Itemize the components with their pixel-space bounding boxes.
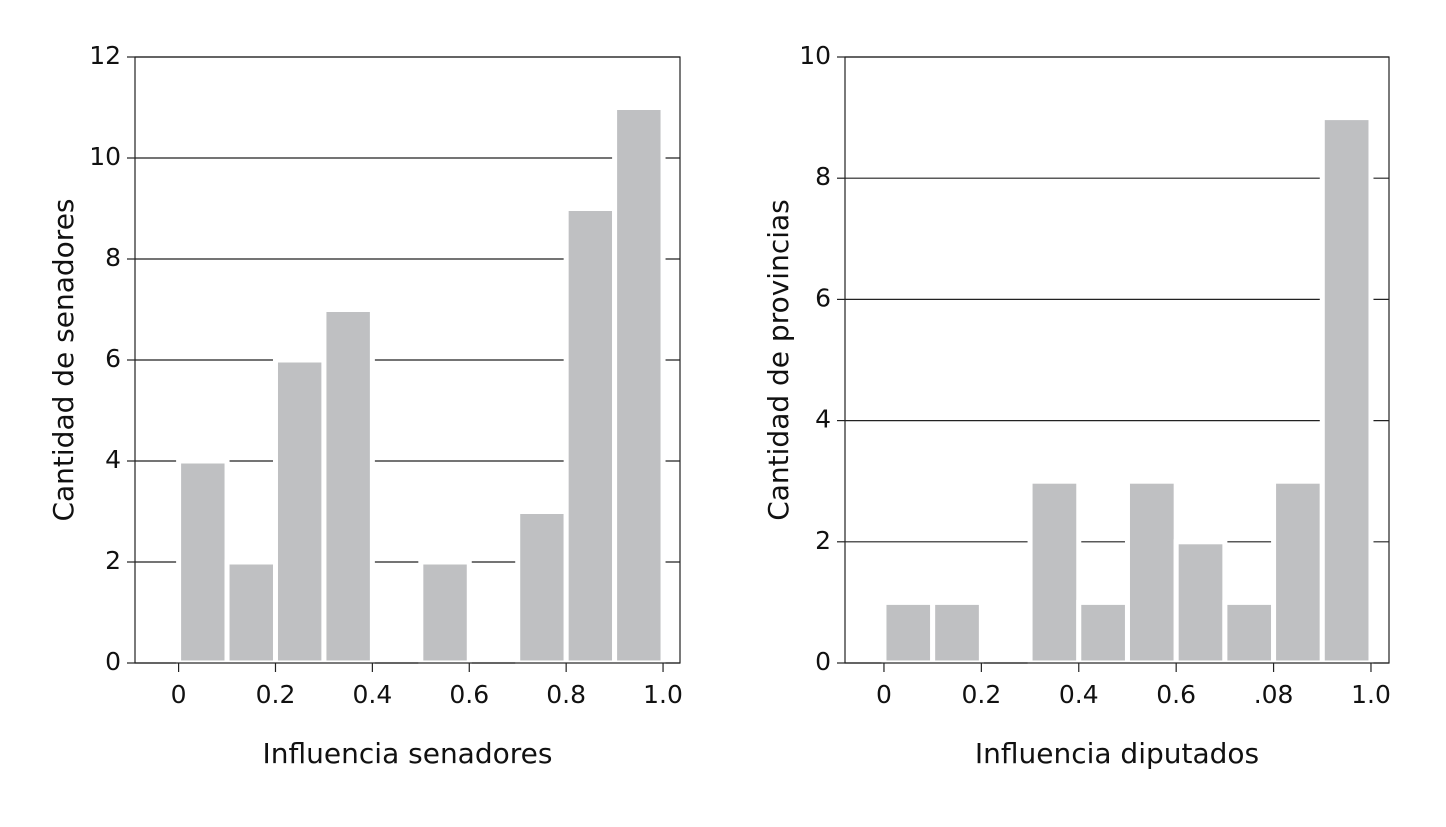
y-tick-label: 10 xyxy=(799,41,831,70)
x-tick-label: 0.4 xyxy=(352,680,392,709)
bar xyxy=(1124,478,1179,666)
x-tick-label: 0.6 xyxy=(449,680,489,709)
x-tick-label: 0.2 xyxy=(256,680,296,709)
y-tick-label: 6 xyxy=(105,344,121,373)
x-tick-label: 0.2 xyxy=(961,680,1001,709)
x-tick-label: 0.6 xyxy=(1156,680,1196,709)
bar xyxy=(1173,539,1228,666)
y-tick-label: 2 xyxy=(105,546,121,575)
plot-frame xyxy=(134,56,681,664)
bar xyxy=(224,559,278,666)
bar xyxy=(1271,478,1325,666)
bar xyxy=(563,206,618,666)
x-tick-label: .08 xyxy=(1254,680,1294,709)
x-tick-label: 0 xyxy=(876,680,892,709)
bar xyxy=(321,307,375,666)
y-tick-label: 4 xyxy=(815,405,831,434)
bar xyxy=(515,509,569,666)
bar xyxy=(1319,115,1374,666)
x-axis-label: Influencia senadores xyxy=(263,737,553,770)
y-tick-label: 0 xyxy=(815,647,831,676)
y-axis-label: Cantidad de senadores xyxy=(47,198,80,521)
x-axis-label: Influencia diputados xyxy=(975,737,1259,770)
x-tick-label: 1.0 xyxy=(1351,680,1391,709)
y-tick-label: 8 xyxy=(105,243,121,272)
y-tick-label: 6 xyxy=(815,283,831,312)
x-tick-label: 0 xyxy=(171,680,187,709)
bar xyxy=(1222,599,1277,666)
bar xyxy=(418,559,472,666)
bar xyxy=(612,105,666,666)
y-tick-label: 10 xyxy=(89,142,121,171)
x-tick-label: 0.8 xyxy=(546,680,586,709)
y-tick-label: 2 xyxy=(815,526,831,555)
y-tick-label: 12 xyxy=(89,41,121,70)
bar xyxy=(272,357,327,666)
y-axis-label: Cantidad de provincias xyxy=(762,199,795,521)
x-tick-label: 0.4 xyxy=(1059,680,1099,709)
plot-frame xyxy=(844,56,1390,664)
y-tick-label: 8 xyxy=(815,162,831,191)
bar xyxy=(1076,599,1130,666)
bar xyxy=(176,458,230,666)
bar xyxy=(881,599,936,666)
bar xyxy=(930,599,984,666)
y-tick-label: 4 xyxy=(105,445,121,474)
bar xyxy=(1027,478,1082,666)
y-tick-label: 0 xyxy=(105,647,121,676)
x-tick-label: 1.0 xyxy=(643,680,683,709)
